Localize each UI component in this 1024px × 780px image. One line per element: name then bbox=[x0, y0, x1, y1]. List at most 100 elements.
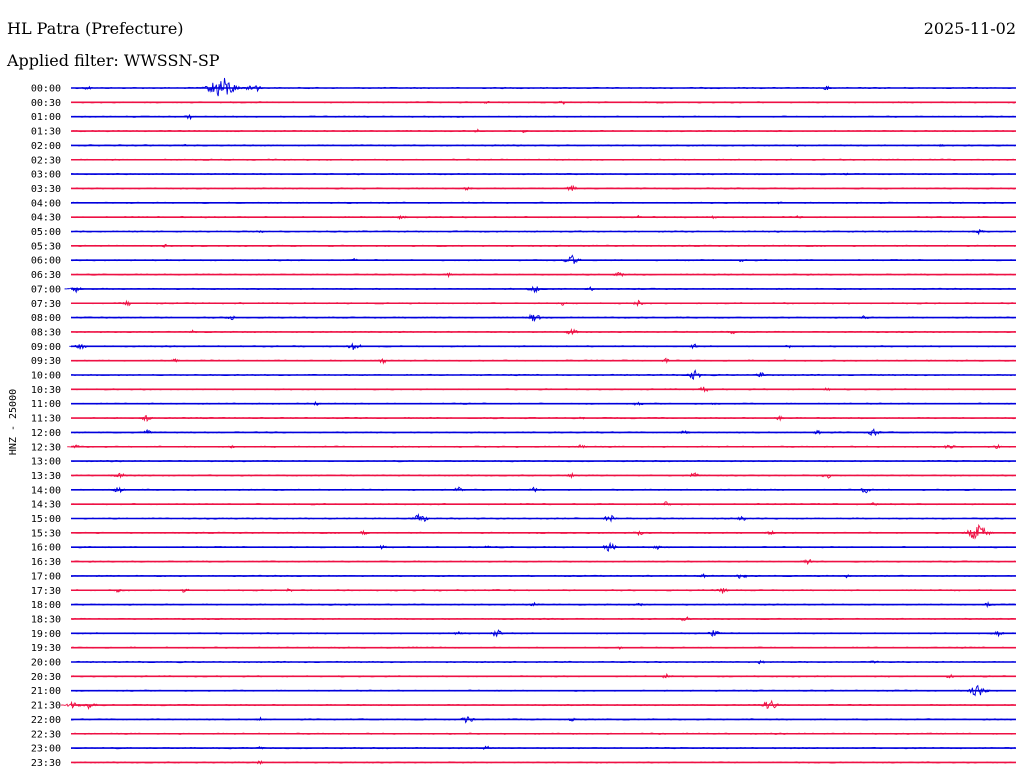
trace-noise bbox=[70, 603, 1016, 606]
seismic-event bbox=[674, 616, 695, 622]
seismic-event bbox=[392, 214, 411, 220]
seismic-event bbox=[355, 529, 372, 536]
seismic-event bbox=[449, 630, 467, 636]
trace-noise bbox=[70, 216, 1016, 219]
seismic-event bbox=[985, 630, 1008, 638]
seismic-event bbox=[611, 646, 626, 650]
seismic-event bbox=[484, 629, 508, 638]
seismic-event bbox=[479, 100, 494, 105]
hour-label: 17:30 bbox=[31, 586, 61, 597]
hour-label: 03:30 bbox=[31, 184, 61, 195]
seismic-event bbox=[440, 271, 457, 279]
hour-label: 15:30 bbox=[31, 528, 61, 539]
hour-label: 08:30 bbox=[31, 327, 61, 338]
seismic-event bbox=[790, 215, 806, 219]
seismic-event bbox=[856, 315, 873, 320]
hour-label: 15:00 bbox=[31, 514, 61, 525]
hour-label: 11:30 bbox=[31, 414, 61, 425]
trace-noise bbox=[70, 259, 1016, 262]
seismic-event bbox=[933, 143, 947, 148]
seismic-event bbox=[118, 299, 137, 307]
seismic-event bbox=[238, 85, 268, 93]
seismic-event bbox=[702, 630, 725, 638]
seismic-event bbox=[791, 144, 805, 147]
trace-noise bbox=[70, 101, 1016, 104]
hour-label: 00:30 bbox=[31, 98, 61, 109]
hour-label: 02:00 bbox=[31, 141, 61, 152]
hour-label: 07:00 bbox=[31, 284, 61, 295]
seismic-event bbox=[979, 600, 996, 609]
seismic-event bbox=[628, 401, 647, 406]
hour-label: 07:30 bbox=[31, 299, 61, 310]
seismic-event bbox=[582, 286, 599, 292]
trace-noise bbox=[70, 416, 1016, 420]
trace-noise bbox=[70, 115, 1016, 118]
seismic-event bbox=[597, 514, 621, 523]
hour-label: 16:30 bbox=[31, 557, 61, 568]
seismic-event bbox=[865, 660, 882, 664]
seismic-event bbox=[865, 502, 882, 506]
seismic-event bbox=[570, 444, 591, 449]
seismic-event bbox=[521, 285, 546, 294]
hour-label: 14:00 bbox=[31, 485, 61, 496]
trace-noise bbox=[70, 732, 1016, 735]
trace-noise bbox=[70, 273, 1016, 276]
hour-label: 12:30 bbox=[31, 442, 61, 453]
hour-label: 00:00 bbox=[31, 84, 61, 95]
trace-noise bbox=[70, 86, 1016, 90]
seismic-event bbox=[705, 215, 721, 220]
hour-label: 13:00 bbox=[31, 457, 61, 468]
trace-noise bbox=[70, 459, 1016, 463]
seismic-event bbox=[157, 243, 173, 248]
trace-noise bbox=[70, 158, 1016, 161]
trace-noise bbox=[70, 201, 1016, 204]
seismic-event bbox=[109, 589, 127, 593]
seismic-event bbox=[563, 717, 580, 722]
seismic-event bbox=[837, 574, 854, 579]
trace-noise bbox=[70, 359, 1016, 362]
seismic-event bbox=[557, 254, 586, 264]
hour-label: 12:00 bbox=[31, 428, 61, 439]
trace-noise bbox=[70, 388, 1016, 391]
hour-label: 14:30 bbox=[31, 500, 61, 511]
hour-label: 01:30 bbox=[31, 127, 61, 138]
seismic-event bbox=[751, 372, 770, 378]
trace-noise bbox=[70, 703, 1016, 707]
hour-label: 10:00 bbox=[31, 371, 61, 382]
hour-label: 23:00 bbox=[31, 744, 61, 755]
seismic-event bbox=[561, 184, 582, 192]
seismic-event bbox=[630, 214, 645, 219]
seismic-event bbox=[374, 544, 391, 550]
seismic-event bbox=[553, 100, 571, 105]
trace-noise bbox=[70, 718, 1016, 721]
seismic-event bbox=[469, 128, 485, 133]
seismic-event bbox=[67, 444, 84, 449]
hour-label: 18:00 bbox=[31, 600, 61, 611]
hour-label: 09:30 bbox=[31, 356, 61, 367]
trace-noise bbox=[70, 560, 1016, 563]
hour-label: 20:30 bbox=[31, 672, 61, 683]
seismic-event bbox=[177, 143, 191, 147]
trace-noise bbox=[70, 330, 1016, 334]
hour-label: 04:00 bbox=[31, 198, 61, 209]
hour-label: 05:00 bbox=[31, 227, 61, 238]
seismic-event bbox=[752, 659, 769, 665]
seismic-event bbox=[69, 343, 91, 350]
seismic-event bbox=[560, 327, 583, 336]
trace-noise bbox=[70, 287, 1016, 291]
seismic-event bbox=[626, 530, 649, 537]
seismic-event bbox=[968, 228, 987, 236]
trace-noise bbox=[70, 474, 1016, 477]
trace-noise bbox=[70, 345, 1016, 348]
hour-label: 03:00 bbox=[31, 170, 61, 181]
seismic-event bbox=[628, 602, 647, 607]
seismic-event bbox=[711, 588, 734, 594]
trace-noise bbox=[70, 660, 1016, 664]
seismic-event bbox=[675, 430, 694, 434]
seismic-event bbox=[771, 415, 788, 422]
hour-label: 01:00 bbox=[31, 112, 61, 123]
hour-label: 23:30 bbox=[31, 758, 61, 769]
seismic-event bbox=[77, 703, 102, 710]
hour-label: 19:00 bbox=[31, 629, 61, 640]
trace-noise bbox=[70, 187, 1015, 190]
